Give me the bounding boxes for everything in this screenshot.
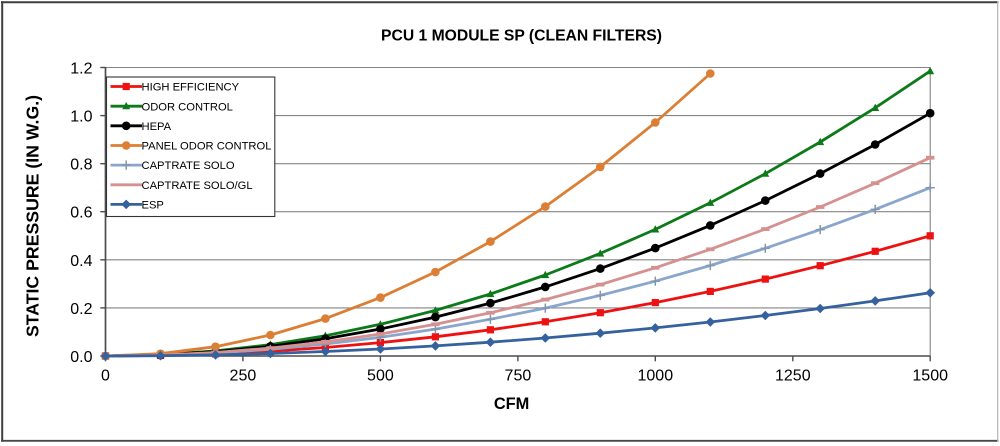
svg-text:0.8: 0.8 xyxy=(70,157,92,174)
svg-text:0.0: 0.0 xyxy=(70,349,92,366)
svg-text:PCU 1 MODULE SP (CLEAN FILTERS: PCU 1 MODULE SP (CLEAN FILTERS) xyxy=(381,28,662,45)
svg-text:1.2: 1.2 xyxy=(70,61,92,78)
svg-text:1.0: 1.0 xyxy=(70,109,92,126)
svg-text:HEPA: HEPA xyxy=(142,121,172,133)
svg-text:1500: 1500 xyxy=(912,368,948,385)
svg-text:250: 250 xyxy=(230,368,257,385)
svg-text:ODOR CONTROL: ODOR CONTROL xyxy=(142,101,233,113)
svg-text:PANEL ODOR CONTROL: PANEL ODOR CONTROL xyxy=(142,141,272,153)
svg-text:750: 750 xyxy=(505,368,532,385)
svg-text:CAPTRATE SOLO/GL: CAPTRATE SOLO/GL xyxy=(142,180,253,192)
svg-text:CAPTRATE SOLO: CAPTRATE SOLO xyxy=(142,160,235,172)
svg-text:ESP: ESP xyxy=(142,200,164,212)
svg-text:CFM: CFM xyxy=(494,395,530,413)
svg-text:1000: 1000 xyxy=(638,368,674,385)
svg-text:0.4: 0.4 xyxy=(70,253,92,270)
svg-text:0: 0 xyxy=(101,368,110,385)
svg-text:STATIC PRESSURE (IN W.G.): STATIC PRESSURE (IN W.G.) xyxy=(23,95,43,337)
svg-text:0.2: 0.2 xyxy=(70,301,92,318)
svg-text:1250: 1250 xyxy=(775,368,811,385)
svg-text:500: 500 xyxy=(367,368,394,385)
svg-text:0.6: 0.6 xyxy=(70,205,92,222)
svg-text:HIGH EFFICIENCY: HIGH EFFICIENCY xyxy=(142,82,240,94)
